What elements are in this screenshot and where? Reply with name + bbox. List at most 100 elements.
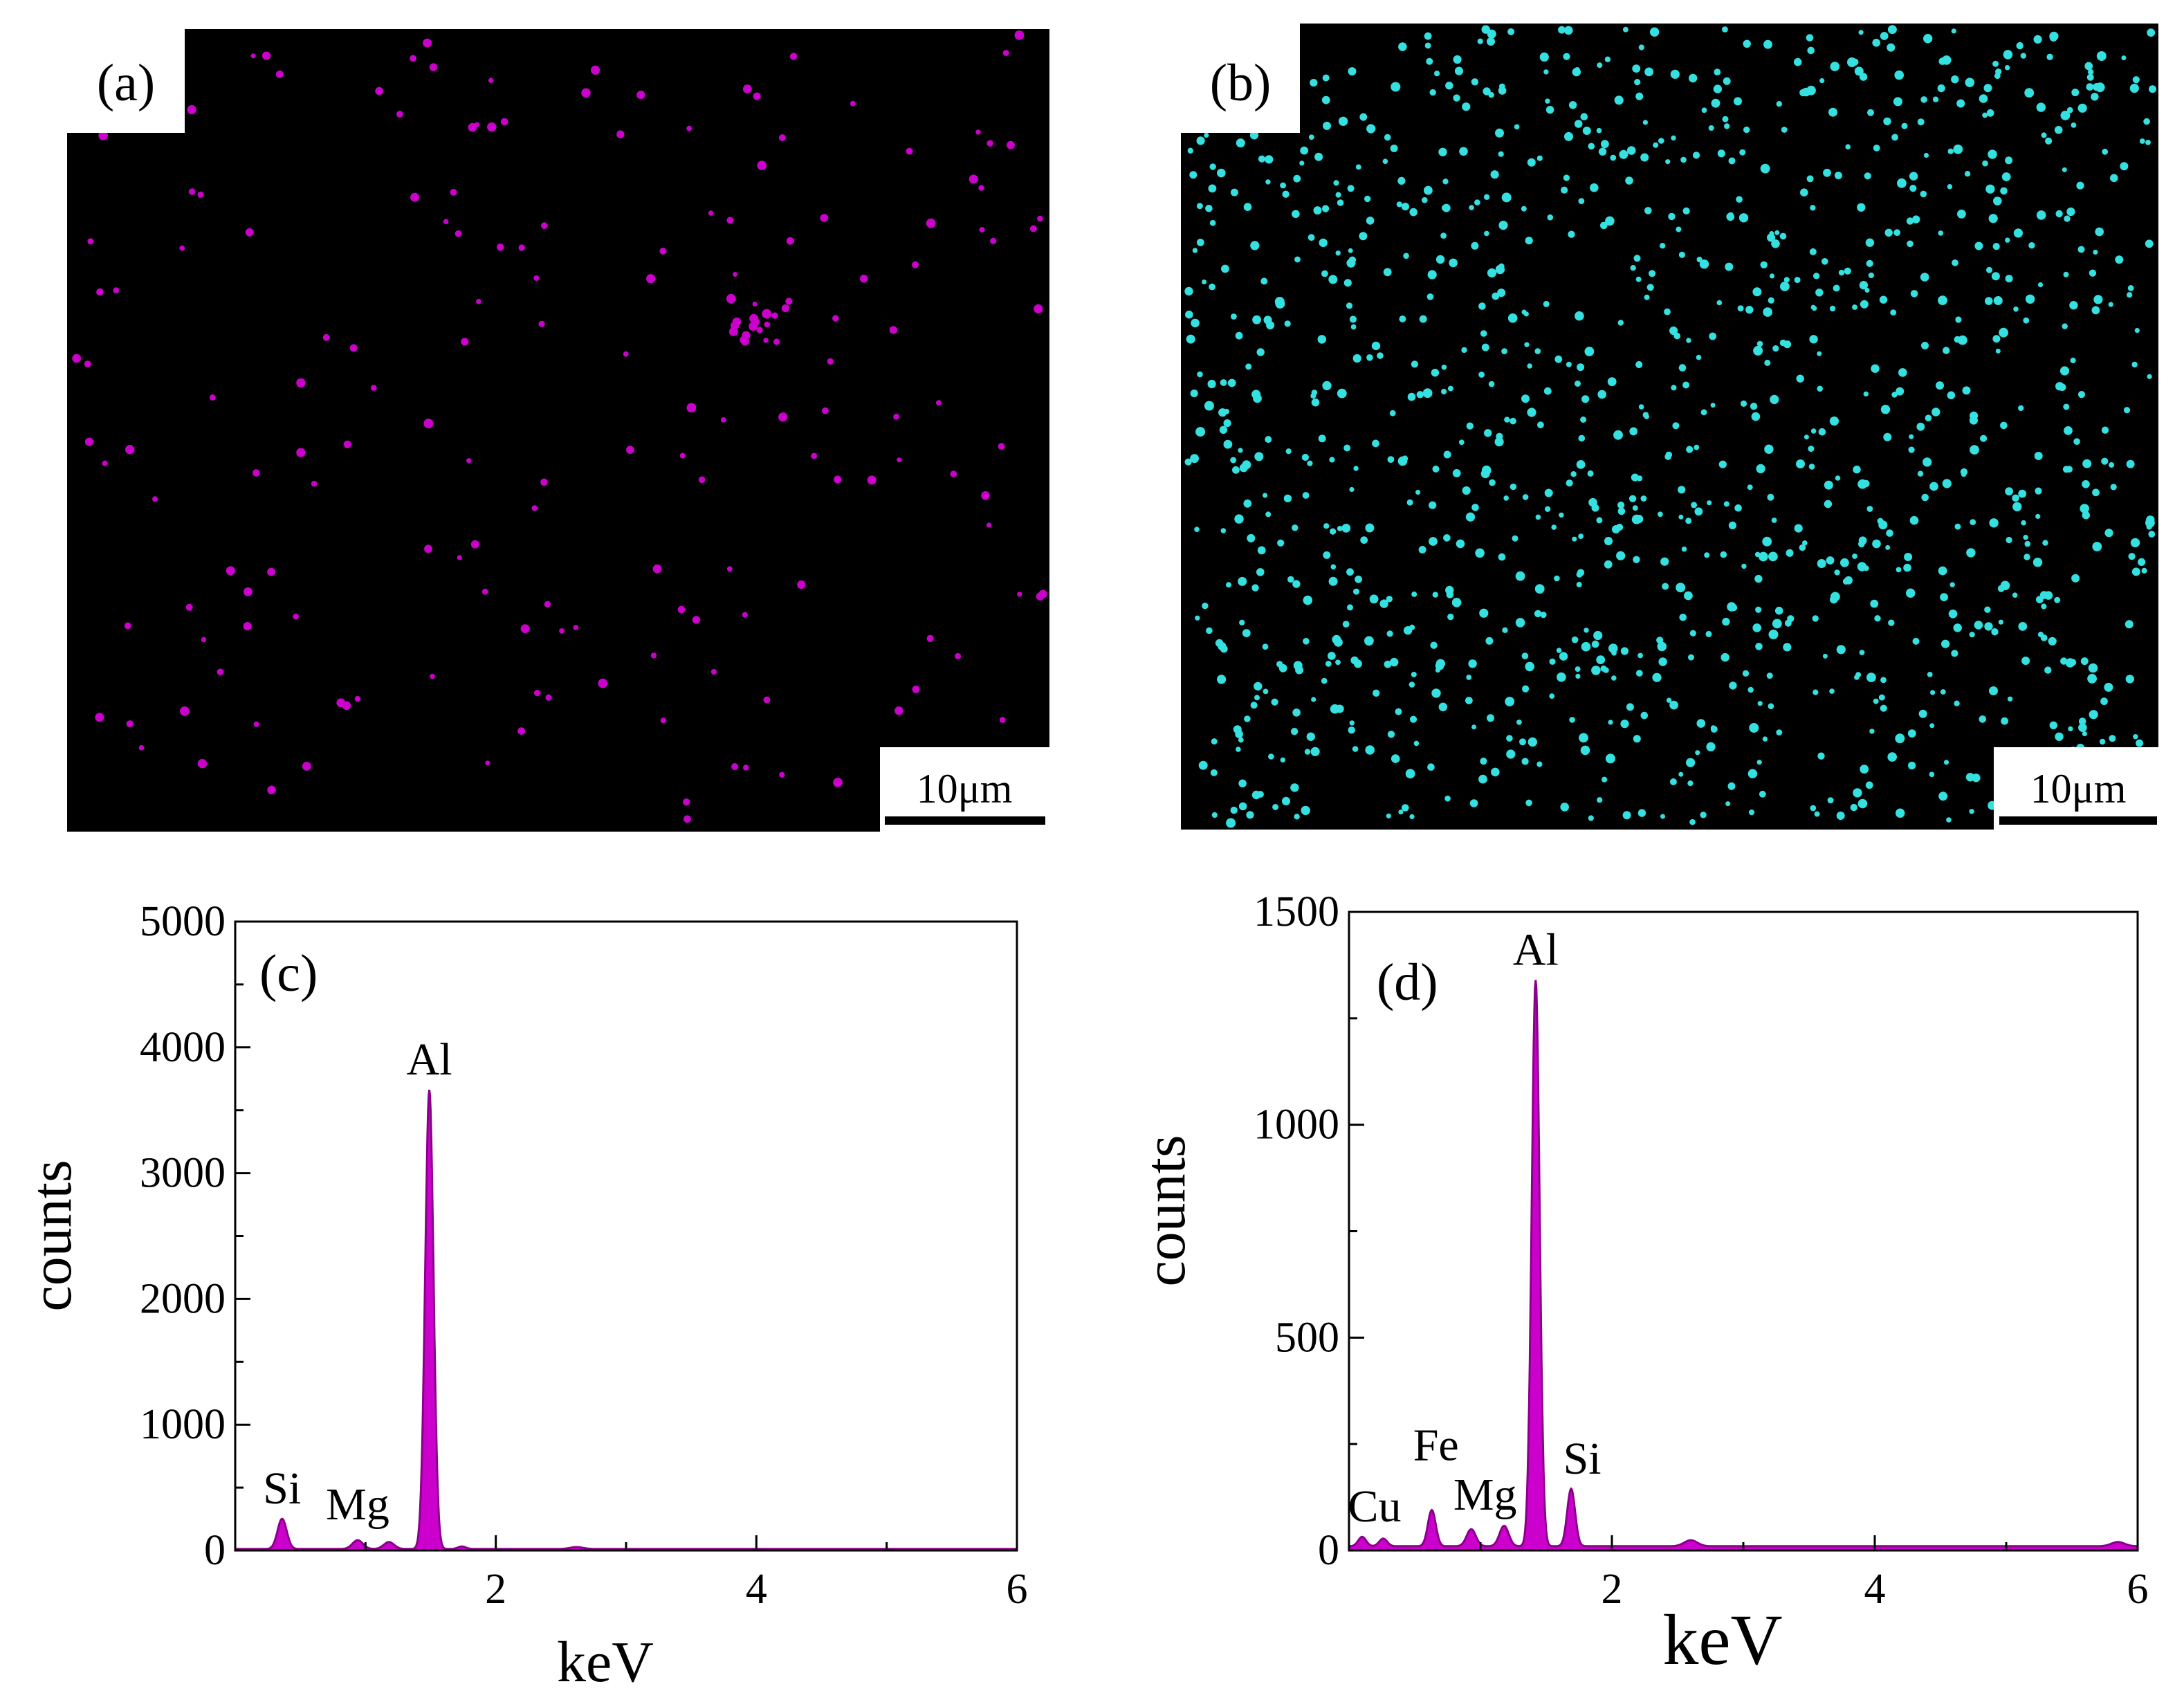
map-dot <box>470 540 479 549</box>
map-dot <box>2021 520 2026 526</box>
map-dot <box>2127 292 2133 298</box>
map-dot <box>2032 558 2043 567</box>
map-dot <box>1760 163 1770 174</box>
map-dot <box>1985 297 1993 305</box>
map-dot <box>1817 752 1825 760</box>
map-dot <box>1462 486 1471 495</box>
map-dot <box>1235 730 1243 738</box>
map-dot <box>1308 134 1314 140</box>
map-dot <box>1991 628 1999 636</box>
map-dot <box>1514 124 1520 130</box>
map-dot <box>1942 479 1952 488</box>
map-dot <box>98 131 108 140</box>
map-dot <box>763 696 771 704</box>
map-dot <box>1887 43 1896 52</box>
map-dot <box>1614 95 1624 105</box>
map-dot <box>1268 753 1274 760</box>
chart-c-y-axis-title: counts <box>19 1160 84 1311</box>
map-dot <box>1921 342 1929 349</box>
map-dot <box>1685 518 1692 524</box>
map-dot <box>1265 511 1272 518</box>
map-dot <box>2082 459 2092 468</box>
map-dot <box>1238 448 1243 453</box>
map-dot <box>125 445 135 455</box>
map-dot <box>1653 142 1659 148</box>
map-dot <box>1806 34 1814 42</box>
map-dot <box>1578 533 1584 539</box>
map-dot <box>591 65 600 75</box>
map-dot <box>497 244 504 251</box>
map-dot <box>1640 711 1649 720</box>
map-dot <box>1691 502 1698 509</box>
map-dot <box>354 695 361 702</box>
map-dot <box>1822 653 1828 659</box>
map-dot <box>1373 689 1380 697</box>
map-dot <box>1578 434 1586 442</box>
map-dot <box>1880 704 1887 712</box>
map-dot <box>1495 128 1504 138</box>
map-dot <box>912 261 919 268</box>
map-dot <box>1396 201 1402 208</box>
map-dot <box>1434 71 1440 77</box>
map-dot <box>1917 470 1924 477</box>
map-dot <box>1910 290 1918 298</box>
map-dot <box>1527 737 1537 747</box>
map-dot <box>1806 175 1814 183</box>
map-dot <box>1570 471 1577 477</box>
map-dot <box>1353 588 1359 595</box>
map-dot <box>1547 214 1554 221</box>
map-dot <box>1564 26 1573 35</box>
map-dot <box>1575 311 1584 321</box>
map-dot <box>1282 190 1290 198</box>
map-dot <box>1756 340 1763 347</box>
map-dot <box>1673 332 1681 340</box>
map-dot <box>1723 77 1731 85</box>
map-dot <box>1037 215 1043 222</box>
map-dot <box>1478 372 1485 378</box>
map-dot <box>1299 161 1305 166</box>
map-dot <box>1927 672 1933 677</box>
map-dot <box>1763 307 1772 317</box>
map-dot <box>779 771 785 778</box>
map-dot <box>1539 52 1549 62</box>
map-dot <box>1223 419 1231 428</box>
map-dot <box>1672 422 1680 430</box>
map-dot <box>1488 92 1494 98</box>
map-dot <box>1543 387 1552 395</box>
map-dot <box>1483 87 1491 95</box>
map-dot <box>1579 733 1588 743</box>
map-dot <box>1747 484 1753 491</box>
map-dot <box>2069 301 2078 310</box>
map-dot <box>1328 576 1338 586</box>
map-dot <box>1504 417 1510 423</box>
map-dot <box>742 331 751 340</box>
map-dot <box>1568 101 1577 109</box>
map-dot <box>2077 246 2085 253</box>
chart-d-y-tick-label: 1000 <box>1254 1101 1339 1149</box>
map-dot <box>488 77 494 83</box>
map-dot <box>1597 62 1603 68</box>
map-dot <box>1644 414 1649 419</box>
map-dot <box>1422 196 1428 203</box>
map-dot <box>1292 524 1299 531</box>
map-dot <box>726 566 733 572</box>
map-dot <box>1635 670 1643 677</box>
map-dot <box>811 452 818 459</box>
map-dot <box>1865 781 1873 789</box>
map-dot <box>2147 28 2156 37</box>
map-dot <box>1330 564 1337 570</box>
map-dot <box>683 798 690 806</box>
map-dot <box>1897 178 1907 188</box>
map-dot <box>1572 536 1577 542</box>
map-dot <box>1292 708 1301 717</box>
map-dot <box>1474 199 1480 205</box>
map-dot <box>2062 323 2068 329</box>
map-dot <box>1931 408 1940 417</box>
chart-c: 0 1000 2000 3000 4000 5000 2 4 6 Si Mg Al (c) keV… <box>19 898 1028 1694</box>
map-dot <box>1220 528 1227 533</box>
map-dot <box>1391 754 1400 763</box>
map-dot <box>2100 697 2108 706</box>
map-dot <box>1411 671 1417 677</box>
map-dot <box>1764 444 1774 454</box>
